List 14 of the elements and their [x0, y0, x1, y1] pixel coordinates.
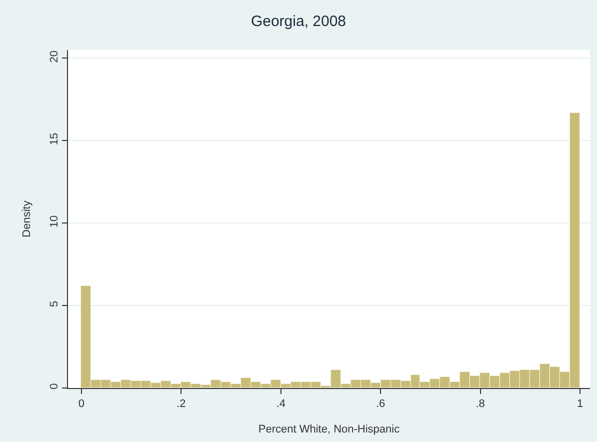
chart-title: Georgia, 2008	[250, 12, 346, 30]
y-tick-label: 10	[48, 215, 61, 228]
x-tick-label: .4	[276, 398, 286, 410]
y-tick-label: 5	[48, 300, 61, 307]
y-tick-label: 0	[48, 383, 61, 390]
x-tick-label: 1	[576, 398, 584, 410]
y-tick-label: 15	[48, 132, 61, 146]
x-tick-label: .6	[376, 398, 386, 410]
x-tick-label: .8	[476, 398, 485, 410]
y-tick-label: 20	[48, 50, 61, 63]
x-tick-label: 0	[78, 398, 85, 410]
x-axis-title: Percent White, Non-Hispanic	[258, 423, 400, 436]
y-axis-title: Density	[21, 200, 34, 238]
x-tick-label: .2	[176, 398, 186, 410]
